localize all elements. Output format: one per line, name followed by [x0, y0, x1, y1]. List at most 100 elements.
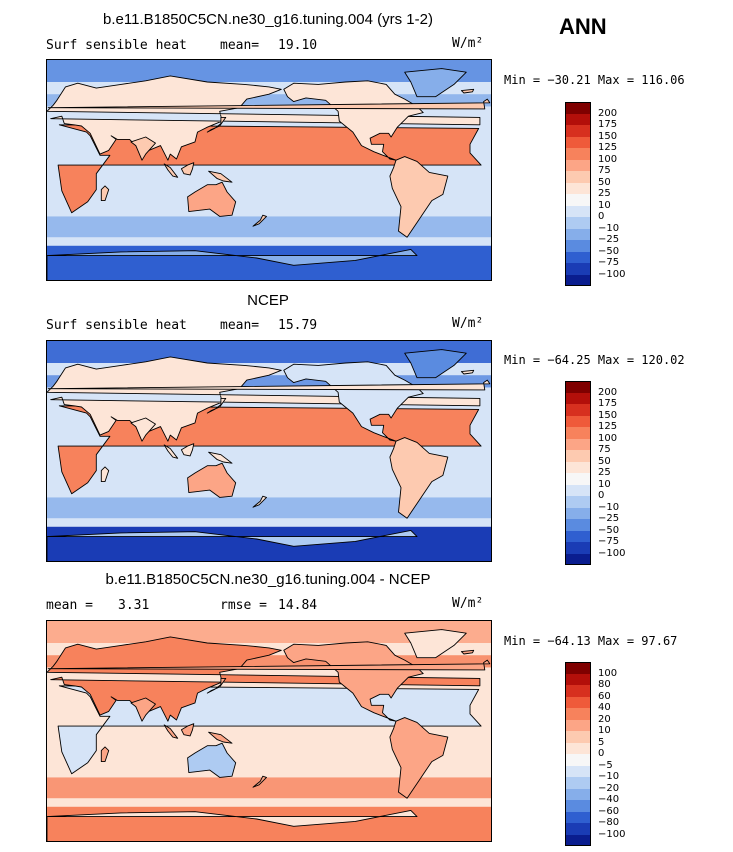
panel-3-rmse-value: 14.84: [278, 598, 318, 613]
colorbar-tick-label: 200: [598, 386, 618, 398]
colorbar-tick-label: 175: [598, 398, 618, 409]
continent-samerica: [389, 437, 449, 519]
arctic-band: [47, 341, 491, 363]
colorbar-swatch: [565, 507, 591, 519]
colorbar-swatch: [565, 415, 591, 427]
colorbar-tick-label: 25: [598, 188, 611, 199]
colorbar-swatch: [565, 148, 591, 160]
colorbar-tick-label: 10: [598, 725, 611, 736]
colorbar-tick-label: −10: [598, 771, 620, 782]
season-label: ANN: [559, 14, 607, 39]
colorbar-tick-label: −60: [598, 805, 620, 817]
southern-ocean-band: [47, 216, 491, 238]
colorbar-tick-label: −50: [598, 524, 620, 536]
colorbar-swatch: [565, 404, 591, 416]
colorbar-swatch: [565, 685, 591, 697]
continent-australia: [187, 181, 237, 217]
antarctic-band: [47, 245, 491, 280]
colorbar-swatch: [565, 205, 591, 217]
continent-japan: [206, 116, 227, 133]
continent-greenland: [404, 349, 467, 379]
continent-namerica: [283, 80, 424, 161]
colorbar-tick-label: 20: [598, 713, 611, 725]
colorbar-swatch: [565, 263, 591, 275]
colorbar-tick-label: 75: [598, 165, 611, 176]
continent-madagascar: [100, 746, 110, 763]
colorbar-swatch: [565, 823, 591, 835]
colorbar-tick-label: −20: [598, 782, 620, 794]
colorbar-tick-label: −25: [598, 513, 620, 524]
panel-3-mean-value: 3.31: [118, 598, 150, 613]
colorbar-tick-label: 100: [598, 667, 618, 679]
panel-2-map: [46, 340, 492, 562]
colorbar-tick-label: 175: [598, 119, 618, 130]
continent-sumatra: [163, 444, 179, 459]
colorbar-swatch: [565, 834, 591, 846]
panel-3-units: W/m²: [452, 596, 484, 611]
continent-samerica: [389, 717, 449, 799]
continent-iceland: [460, 369, 475, 375]
colorbar-swatch: [565, 159, 591, 171]
panel-1-title: b.e11.B1850C5CN.ne30_g16.tuning.004 (yrs…: [103, 11, 433, 28]
colorbar-swatch: [565, 530, 591, 542]
panel-3-map-svg: [47, 621, 491, 841]
colorbar-swatch: [565, 450, 591, 462]
panel-2-map-svg: [47, 341, 491, 561]
colorbar-tick-label: 0: [598, 748, 605, 759]
panel-1-variable-label: Surf sensible heat: [46, 38, 187, 53]
colorbar-tick-label: −75: [598, 257, 620, 268]
continent-newguinea: [208, 170, 233, 183]
panel-1-mean-value: 19.10: [278, 38, 318, 53]
colorbar-tick-label: −10: [598, 501, 620, 513]
colorbar-swatch: [565, 519, 591, 531]
colorbar-tick-label: −5: [598, 759, 613, 771]
colorbar-swatch: [565, 800, 591, 812]
panel-2-colorbar: [565, 381, 591, 565]
colorbar-tick-label: 50: [598, 176, 611, 188]
panel-1-map-svg: [47, 60, 491, 280]
continent-namerica: [283, 641, 424, 722]
colorbar-swatch: [565, 438, 591, 450]
colorbar-tick-label: 200: [598, 107, 618, 119]
panel-2-mean-label: mean=: [220, 318, 260, 333]
continent-namerica: [283, 361, 424, 442]
continent-antarctica: [47, 529, 418, 561]
panel-2-units: W/m²: [452, 316, 484, 331]
panel-1-mean-label: mean=: [220, 38, 260, 53]
continent-india: [130, 417, 156, 442]
colorbar-tick-label: 75: [598, 444, 611, 455]
continent-nz: [252, 214, 267, 227]
panel-3-mean-label: mean =: [46, 598, 93, 613]
colorbar-tick-label: 10: [598, 199, 611, 211]
colorbar-tick-label: 10: [598, 478, 611, 490]
continent-greenland: [404, 68, 467, 98]
colorbar-tick-label: 100: [598, 432, 618, 444]
colorbar-tick-label: 0: [598, 211, 605, 222]
colorbar-swatch: [565, 719, 591, 731]
colorbar-swatch: [565, 217, 591, 229]
continent-borneo: [180, 162, 195, 176]
continent-iceland: [460, 649, 475, 655]
colorbar-swatch: [565, 228, 591, 240]
continent-eurasia: [47, 75, 481, 161]
colorbar-swatch: [565, 742, 591, 754]
colorbar-swatch: [565, 473, 591, 485]
colorbar-swatch: [565, 194, 591, 206]
colorbar-swatch: [565, 754, 591, 766]
colorbar-swatch: [565, 274, 591, 286]
arctic-band: [47, 60, 491, 82]
panel-1-colorbar: [565, 102, 591, 286]
colorbar-swatch: [565, 171, 591, 183]
continent-greenland: [404, 629, 467, 659]
southern-ocean-band: [47, 777, 491, 799]
arctic-band: [47, 621, 491, 643]
continent-sumatra: [163, 724, 179, 739]
southern-ocean-band: [47, 497, 491, 519]
continent-newguinea: [208, 451, 233, 464]
panel-2-mean-value: 15.79: [278, 318, 318, 333]
continent-nz: [252, 495, 267, 508]
colorbar-swatch: [565, 542, 591, 554]
colorbar-swatch: [565, 136, 591, 148]
continent-iceland: [460, 88, 475, 94]
colorbar-tick-label: −100: [598, 828, 626, 840]
